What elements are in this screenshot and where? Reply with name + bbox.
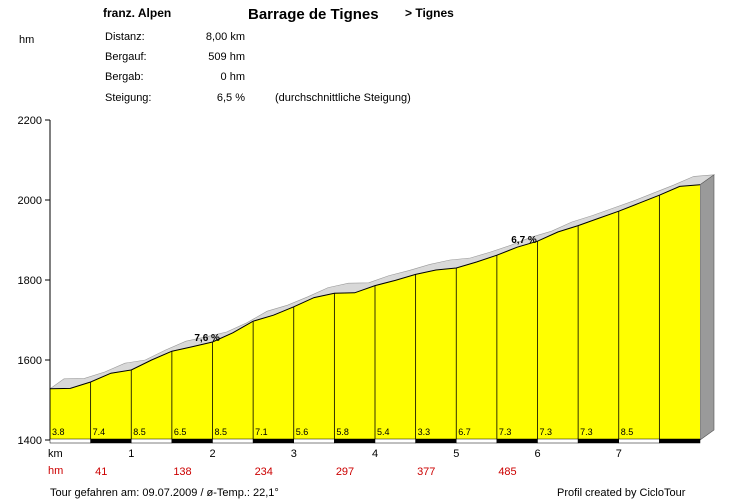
distance-band-block — [659, 438, 701, 444]
stat-gradient-value: 6,5 % — [216, 92, 245, 104]
y-tick-label: 2000 — [18, 195, 42, 207]
km-tick-label: 7 — [616, 448, 622, 460]
km-axis-label: km — [48, 448, 63, 460]
altitude-gain-label: 138 — [173, 466, 191, 478]
distance-band-block — [496, 438, 538, 444]
km-tick-label: 5 — [453, 448, 459, 460]
profile-side-face — [699, 174, 715, 441]
segment-gradient-label: 5.8 — [336, 427, 349, 437]
segment-gradient-label: 8.5 — [215, 427, 228, 437]
stat-distance-value: 8,00 km — [205, 31, 245, 43]
segment-gradient-label: 3.3 — [418, 427, 431, 437]
region-label: franz. Alpen — [103, 6, 172, 20]
ride-info: Tour gefahren am: 09.07.2009 / ø-Temp.: … — [50, 487, 279, 499]
y-tick-label: 1600 — [18, 355, 42, 367]
distance-band-block — [334, 438, 376, 444]
distance-band-block — [90, 438, 132, 444]
direction-label: > Tignes — [405, 6, 454, 20]
stat-ascent-label: Bergauf: — [105, 51, 147, 63]
segment-gradient-label: 5.6 — [296, 427, 309, 437]
altitude-gain-label: 485 — [498, 466, 516, 478]
segment-gradient-label: 7.3 — [499, 427, 512, 437]
altitude-gain-label: 41 — [95, 466, 107, 478]
distance-band-block — [212, 438, 254, 444]
distance-band-block — [252, 438, 294, 444]
distance-band-block — [374, 438, 416, 444]
distance-band-block — [618, 438, 660, 444]
stat-gradient-label: Steigung: — [105, 92, 152, 104]
distance-band-block — [537, 438, 579, 444]
distance-band-block — [415, 438, 457, 444]
altitude-gain-label: 377 — [417, 466, 435, 478]
y-tick-label: 2200 — [18, 115, 42, 127]
km-tick-label: 1 — [128, 448, 134, 460]
credit-label: Profil created by CicloTour — [557, 487, 686, 499]
y-unit-label: hm — [19, 34, 35, 46]
segment-gradient-label: 3.8 — [52, 427, 65, 437]
distance-band-block — [456, 438, 498, 444]
y-tick-label: 1800 — [18, 275, 42, 287]
stat-ascent-value: 509 hm — [208, 51, 245, 63]
segment-gradient-label: 7.1 — [255, 427, 268, 437]
chart-title: Barrage de Tignes — [248, 6, 379, 23]
altitude-gain-label: 234 — [255, 466, 273, 478]
max-gradient-annotation: 7,6 % — [194, 333, 220, 344]
distance-band-block — [577, 438, 619, 444]
stat-gradient-note: (durchschnittliche Steigung) — [275, 92, 411, 104]
segment-gradient-label: 6.7 — [458, 427, 471, 437]
segment-gradient-label: 8.5 — [133, 427, 146, 437]
km-tick-label: 2 — [209, 448, 215, 460]
stat-descent-label: Bergab: — [105, 71, 144, 83]
km-tick-label: 4 — [372, 448, 378, 460]
distance-band-block — [293, 438, 335, 444]
stat-distance-label: Distanz: — [105, 31, 145, 43]
stat-descent-value: 0 hm — [220, 71, 245, 83]
km-tick-label: 6 — [534, 448, 540, 460]
hm-axis-label: hm — [48, 465, 64, 477]
max-gradient-annotation: 6,7 % — [511, 235, 537, 246]
distance-band-block — [131, 438, 173, 444]
distance-band-block — [49, 438, 91, 444]
segment-gradient-label: 7.3 — [580, 427, 593, 437]
segment-gradient-label: 8.5 — [621, 427, 634, 437]
segment-gradient-label: 6.5 — [174, 427, 187, 437]
segment-gradient-label: 7.4 — [93, 427, 106, 437]
altitude-gain-label: 297 — [336, 466, 354, 478]
distance-band-block — [171, 438, 213, 444]
km-tick-label: 3 — [291, 448, 297, 460]
segment-gradient-label: 5.4 — [377, 427, 390, 437]
y-tick-label: 1400 — [18, 435, 42, 447]
segment-gradient-label: 7.3 — [540, 427, 553, 437]
